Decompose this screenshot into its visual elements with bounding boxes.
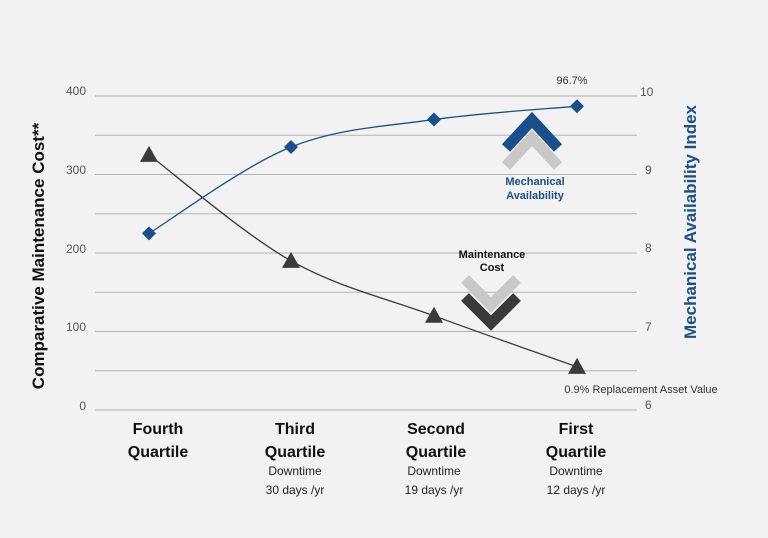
cost-label-line2: Cost [480,262,505,274]
right-tick-8: 8 [645,241,652,255]
left-tick-400: 400 [66,84,86,98]
right-tick-10: 10 [640,85,654,99]
category-label-fourth-line1: Fourth [133,421,184,438]
left-tick-0: 0 [79,399,86,413]
cost-label-line1: Maintenance [459,249,526,261]
maintenance-cost-marker-2 [425,306,443,323]
category-label-fourth-line2: Quartile [128,444,189,461]
left-tick-300: 300 [66,163,86,177]
mechanical-availability-marker-3 [570,99,584,114]
availability-chevron-dark [501,111,563,152]
availability-chevron-light [501,129,563,170]
maintenance-cost-marker-0 [140,145,158,162]
left-tick-100: 100 [66,320,86,334]
downtime-value-second: 19 days /yr [405,483,464,497]
cost-down-chevron [461,275,521,331]
cost-end-label: 0.9% Replacement Asset Value [564,384,717,396]
maintenance-cost-marker-1 [282,251,300,268]
availability-label-line2: Availability [506,190,565,202]
mechanical-availability-marker-1 [284,140,298,155]
downtime-label-first: Downtime [549,464,603,478]
availability-label-line1: Mechanical [505,176,564,188]
downtime-label-second: Downtime [407,464,461,478]
maintenance-cost-marker-3 [568,357,586,374]
downtime-value-third: 30 days /yr [266,483,325,497]
mechanical-availability-marker-0 [142,226,156,241]
cost-chevron-light [461,275,521,313]
availability-peak-label: 96.7% [556,75,587,87]
left-tick-200: 200 [66,242,86,256]
category-label-third-line1: Third [275,421,315,438]
mechanical-availability-line [148,105,578,234]
mechanical-availability-marker-2 [427,112,441,127]
left-axis-ticks: 0 100 200 300 400 [66,84,86,413]
category-label-first-line1: First [559,421,594,438]
availability-up-chevron [501,111,563,170]
downtime-value-first: 12 days /yr [547,483,606,497]
right-axis-label: Mechanical Availability Index [681,104,700,339]
category-labels: Fourth Quartile Third Quartile Downtime … [128,421,607,497]
category-label-third-line2: Quartile [265,444,326,461]
left-axis-label: Comparative Maintenance Cost** [29,122,48,389]
right-tick-6: 6 [645,398,652,412]
cost-chevron-dark [461,293,521,331]
right-tick-9: 9 [645,163,652,177]
maintenance-cost-line [148,154,578,368]
series-layer [140,99,586,374]
right-axis-ticks: 6 7 8 9 10 [640,85,654,412]
category-label-second-line1: Second [407,421,465,438]
downtime-label-third: Downtime [268,464,322,478]
category-label-second-line2: Quartile [406,444,467,461]
category-label-first-line2: Quartile [546,444,607,461]
right-tick-7: 7 [645,320,652,334]
